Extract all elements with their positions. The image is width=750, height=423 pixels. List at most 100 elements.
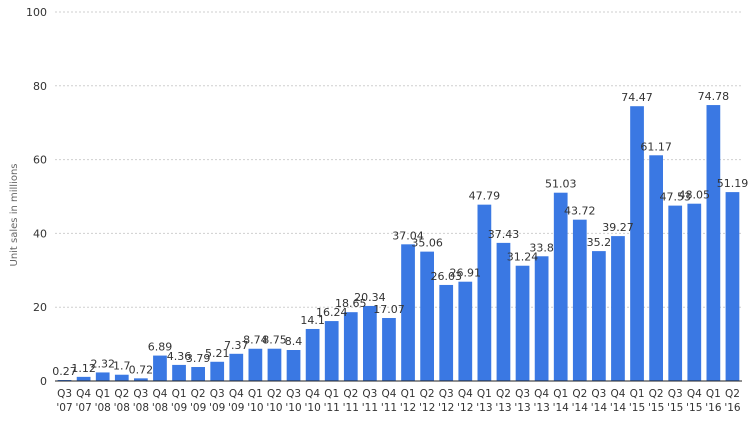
x-tick-label-quarter: Q4 [610,388,625,400]
data-label: 37.04 [392,229,424,242]
bar [420,251,434,381]
x-tick-label-year: '11 [324,402,340,414]
x-tick-label-quarter: Q1 [401,388,416,400]
x-tick-label-year: '08 [114,402,130,414]
data-label: 4.36 [167,350,192,363]
x-tick-label-year: '13 [534,402,550,414]
bar [534,256,549,381]
x-tick-label-year: '16 [724,402,741,414]
x-tick-label-quarter: Q1 [172,388,187,400]
bar [668,205,683,381]
x-tick-label-quarter: Q4 [305,388,320,400]
bar [286,350,301,381]
bar [305,328,320,381]
y-tick-label: 0 [40,375,47,388]
x-tick-label-year: '12 [438,402,454,414]
x-tick-label-year: '09 [228,402,244,414]
bar [382,318,396,381]
bar [343,312,358,381]
x-tick-label-year: '08 [133,402,149,414]
x-tick-label-year: '14 [553,402,570,414]
bars [57,105,740,382]
data-label: 14.1 [300,314,325,327]
data-label: 35.06 [411,237,443,250]
data-labels: 0.271.122.321.70.726.894.363.795.217.378… [52,90,748,378]
bar [324,321,339,381]
x-tick-label-year: '13 [495,402,511,414]
data-label: 35.2 [587,236,612,249]
x-tick-label-year: '12 [457,402,473,414]
x-tick-label-quarter: Q4 [76,388,91,400]
x-tick-label-quarter: Q2 [267,388,282,400]
bar [210,361,225,381]
data-label: 0.27 [52,365,77,378]
x-tick-label-year: '11 [381,402,397,414]
bar [363,305,377,381]
x-tick-label-year: '13 [476,402,492,414]
x-tick-label-quarter: Q2 [572,388,587,400]
bar [267,348,282,381]
bar [477,204,492,381]
bar [515,265,530,381]
data-label: 16.24 [316,306,348,319]
bar [553,192,568,381]
x-axis: Q3'07Q4'07Q1'08Q2'08Q3'08Q4'08Q1'09Q2'09… [56,388,740,414]
y-tick-label: 60 [33,154,47,167]
data-label: 47.79 [469,190,501,203]
x-tick-label-quarter: Q4 [229,388,244,400]
bar [439,284,454,381]
bar [134,378,148,381]
x-tick-label-year: '15 [667,402,683,414]
data-label: 8.75 [262,334,287,347]
data-label: 6.89 [148,341,173,354]
y-tick-label: 40 [33,227,47,240]
x-tick-label-year: '10 [266,402,282,414]
bar [592,251,606,381]
x-tick-label-quarter: Q1 [477,388,492,400]
bar [687,203,702,381]
x-tick-label-quarter: Q1 [248,388,263,400]
bar [76,376,91,381]
x-tick-label-year: '14 [610,402,627,414]
y-axis: 0 20 40 60 80 100 [26,6,742,388]
x-tick-label-year: '15 [686,402,702,414]
x-tick-label-quarter: Q1 [324,388,339,400]
x-tick-label-year: '09 [190,402,206,414]
data-label: 74.78 [698,90,730,103]
x-tick-label-quarter: Q1 [706,388,721,400]
x-tick-label-year: '16 [705,402,722,414]
x-tick-label-year: '14 [572,402,589,414]
x-tick-label-quarter: Q4 [534,388,549,400]
bar [725,192,740,381]
x-tick-label-quarter: Q3 [286,388,301,400]
x-tick-label-quarter: Q3 [57,388,72,400]
x-tick-label-year: '08 [152,402,168,414]
x-tick-label-year: '09 [209,402,225,414]
x-tick-label-year: '10 [285,402,301,414]
x-tick-label-year: '10 [247,402,263,414]
data-label: 3.79 [186,352,211,365]
bar [649,155,663,381]
x-tick-label-year: '07 [56,402,72,414]
x-tick-label-quarter: Q3 [210,388,225,400]
x-tick-label-year: '13 [514,402,530,414]
x-tick-label-year: '11 [362,402,378,414]
x-tick-label-quarter: Q1 [95,388,110,400]
x-tick-label-quarter: Q2 [420,388,435,400]
x-tick-label-quarter: Q4 [381,388,396,400]
bar [611,236,625,381]
x-tick-label-quarter: Q2 [649,388,664,400]
data-label: 0.72 [129,363,154,376]
data-label: 47.53 [659,191,691,204]
bar [153,355,167,381]
y-tick-label: 100 [26,6,47,19]
gridlines [55,11,742,308]
data-label: 1.12 [71,362,96,375]
data-label: 2.32 [90,357,115,370]
data-label: 26.91 [450,267,482,280]
data-label: 1.7 [113,360,131,373]
data-label: 48.05 [679,189,711,202]
x-tick-label-year: '08 [95,402,111,414]
